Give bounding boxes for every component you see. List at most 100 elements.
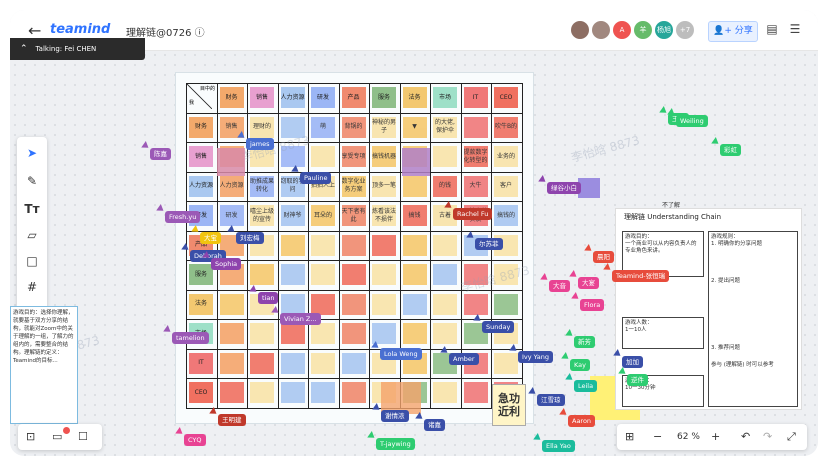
map-icon[interactable]: ⊞	[625, 430, 635, 443]
grid-cell[interactable]: 搞钱的	[494, 205, 518, 226]
grid-cell[interactable]: 的钱	[433, 175, 457, 197]
grid-cell[interactable]	[494, 352, 518, 374]
grid-cell[interactable]: 古着	[433, 205, 457, 226]
grid-cell[interactable]	[280, 352, 305, 374]
grid-cell[interactable]	[433, 293, 457, 315]
grid-cell[interactable]	[402, 234, 427, 256]
chat-icon[interactable]: ☐	[78, 430, 88, 443]
grid-cell[interactable]: 销售	[219, 116, 244, 138]
grid-cell[interactable]: 吹牛B的	[494, 116, 518, 138]
header-col-cell[interactable]: 财务	[219, 87, 244, 108]
grid-cell[interactable]	[463, 293, 488, 315]
sticky-note[interactable]	[578, 178, 600, 198]
sticky-note[interactable]	[217, 148, 245, 176]
grid-cell[interactable]	[433, 146, 457, 167]
header-col-cell[interactable]: 法务	[402, 87, 427, 108]
collaborator-avatar[interactable]: A	[613, 21, 631, 39]
grid-cell[interactable]	[280, 116, 305, 138]
sticky-note-icon[interactable]: ▱	[27, 228, 37, 242]
grid-cell[interactable]	[280, 382, 305, 403]
collaborator-avatar[interactable]: 羊	[634, 21, 652, 39]
grid-cell[interactable]	[311, 352, 335, 374]
grid-cell[interactable]: 嘻尘上级的宣传	[250, 205, 274, 226]
rectangle-icon[interactable]: □	[26, 254, 38, 268]
collaborator-avatar[interactable]	[592, 21, 610, 39]
grid-cell[interactable]: 萌	[311, 116, 335, 138]
header-row-cell[interactable]: 人力资源	[189, 175, 213, 197]
header-row-cell[interactable]: 法务	[189, 293, 213, 315]
grid-cell[interactable]	[219, 293, 244, 315]
grid-cell[interactable]: 财神爷	[280, 205, 305, 226]
grid-cell[interactable]: 搞钱机器	[372, 146, 396, 167]
document-title[interactable]: 理解链@0726 ⓘ	[126, 28, 205, 39]
grid-cell[interactable]: 享受专项	[341, 146, 366, 167]
settings-sliders-icon[interactable]: ☰	[789, 22, 801, 36]
grid-cell[interactable]	[311, 264, 335, 285]
grid-cell[interactable]: 神秘的男子	[372, 116, 396, 138]
grid-cell[interactable]	[219, 352, 244, 374]
grid-cell[interactable]	[341, 352, 366, 374]
header-row-cell[interactable]: 财务	[189, 116, 213, 138]
header-col-cell[interactable]: CEO	[494, 87, 518, 108]
sticky-note[interactable]	[402, 148, 430, 176]
grid-cell[interactable]	[341, 234, 366, 256]
grid-cell[interactable]: 研发	[219, 205, 244, 226]
grid-cell[interactable]	[219, 382, 244, 403]
grid-cell[interactable]: 耳朵的	[311, 205, 335, 226]
grid-cell[interactable]	[280, 293, 305, 315]
sticky-note-big[interactable]: 急功近利	[492, 384, 526, 426]
grid-cell[interactable]: 炼看该法不损伴	[372, 205, 396, 226]
grid-cell[interactable]: 业务的	[494, 146, 518, 167]
header-col-cell[interactable]: 服务	[372, 87, 396, 108]
grid-cell[interactable]	[433, 323, 457, 344]
grid-cell[interactable]	[311, 293, 335, 315]
grid-cell[interactable]: 助推成果转化	[250, 175, 274, 197]
grid-cell[interactable]: 窃取的学问	[280, 175, 305, 197]
grid-cell[interactable]	[341, 264, 366, 285]
grid-cell[interactable]	[341, 293, 366, 315]
header-col-cell[interactable]: 人力资源	[280, 87, 305, 108]
grid-cell[interactable]	[250, 382, 274, 403]
grid-cell[interactable]	[402, 323, 427, 344]
grid-cell[interactable]	[372, 293, 396, 315]
share-button[interactable]: 👤+ 分享	[708, 21, 758, 42]
grid-cell[interactable]	[250, 352, 274, 374]
grid-cell[interactable]: 大牛	[463, 175, 488, 197]
grid-cell[interactable]	[433, 382, 457, 403]
zoom-in-button[interactable]: +	[711, 430, 721, 443]
collaborator-avatars[interactable]: A 羊杨旭 +7	[571, 21, 697, 39]
header-col-cell[interactable]: 销售	[250, 87, 274, 108]
zoom-level[interactable]: 62 %	[677, 432, 700, 442]
grid-cell[interactable]	[433, 264, 457, 285]
grid-cell[interactable]: 天下者有此	[341, 205, 366, 226]
select-cursor-icon[interactable]: ➤	[26, 146, 38, 160]
header-col-cell[interactable]: IT	[463, 87, 488, 108]
grid-cell[interactable]	[433, 234, 457, 256]
grid-cell[interactable]	[372, 234, 396, 256]
zoom-out-button[interactable]: −	[653, 430, 663, 443]
grid-cell[interactable]	[463, 264, 488, 285]
grid-cell[interactable]	[402, 293, 427, 315]
chevron-up-icon[interactable]: ⌃	[20, 44, 28, 54]
grid-cell[interactable]	[372, 323, 396, 344]
grid-cell[interactable]: 提款数字化转型的	[463, 146, 488, 167]
collaborator-avatar[interactable]	[571, 21, 589, 39]
grid-cell[interactable]	[311, 323, 335, 344]
header-col-cell[interactable]: 研发	[311, 87, 335, 108]
frame-icon[interactable]: #	[26, 280, 38, 294]
grid-cell[interactable]	[402, 264, 427, 285]
redo-icon[interactable]: ↷	[763, 430, 773, 443]
header-col-cell[interactable]: 市场	[433, 87, 457, 108]
presentation-icon[interactable]: ⊡	[26, 430, 36, 443]
grid-cell[interactable]: 顶多一笔	[372, 175, 396, 197]
grid-cell[interactable]	[372, 264, 396, 285]
back-arrow-icon[interactable]: ←	[28, 21, 42, 40]
grid-cell[interactable]: 的大佬,保护伞	[433, 116, 457, 138]
header-col-cell[interactable]: 产品	[341, 87, 366, 108]
sticky-note[interactable]	[381, 382, 421, 414]
pen-icon[interactable]: ✎	[26, 174, 38, 188]
grid-cell[interactable]: 背锅的	[341, 116, 366, 138]
grid-cell[interactable]	[311, 382, 335, 403]
header-row-cell[interactable]: CEO	[189, 382, 213, 403]
collaborator-avatar[interactable]: +7	[676, 21, 694, 39]
